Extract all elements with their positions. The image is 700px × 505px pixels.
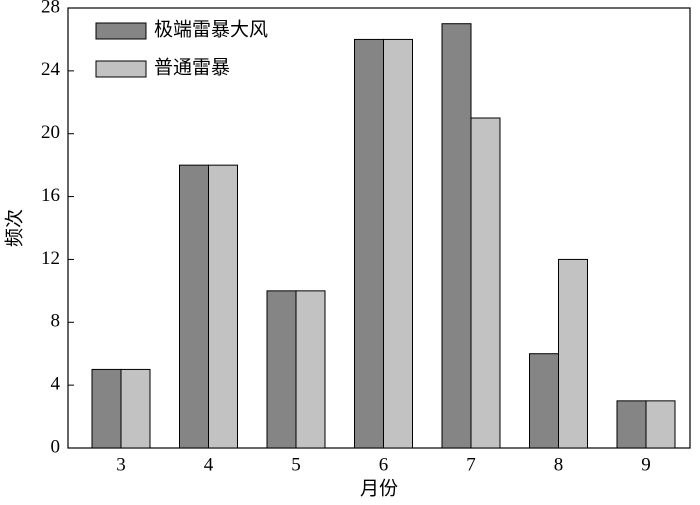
bar bbox=[645, 400, 676, 449]
y-tick-label: 4 bbox=[51, 374, 61, 395]
bar bbox=[266, 290, 297, 449]
x-tick-label: 4 bbox=[204, 454, 214, 475]
bar bbox=[179, 164, 209, 449]
y-tick-label: 12 bbox=[41, 248, 60, 269]
y-tick-label: 16 bbox=[41, 185, 60, 206]
x-tick-label: 3 bbox=[116, 454, 126, 475]
x-axis-label: 月份 bbox=[360, 477, 398, 499]
legend-swatch bbox=[95, 60, 147, 78]
bar bbox=[558, 258, 588, 449]
bar bbox=[354, 38, 384, 449]
y-axis-label: 频次 bbox=[3, 209, 25, 247]
bar bbox=[470, 117, 501, 449]
x-tick-label: 8 bbox=[554, 454, 564, 475]
legend-label: 极端雷暴大风 bbox=[154, 18, 268, 40]
y-tick-label: 20 bbox=[41, 122, 60, 143]
bar bbox=[616, 400, 647, 449]
x-tick-label: 6 bbox=[379, 454, 389, 475]
bar bbox=[383, 38, 413, 449]
y-tick-label: 0 bbox=[51, 436, 61, 457]
x-tick-label: 7 bbox=[466, 454, 476, 475]
bar bbox=[441, 23, 472, 449]
y-tick-label: 28 bbox=[41, 0, 60, 17]
bar bbox=[120, 368, 151, 449]
legend-swatch bbox=[95, 22, 147, 40]
legend-label: 普通雷暴 bbox=[154, 56, 230, 78]
bar bbox=[91, 368, 122, 449]
bar bbox=[529, 353, 559, 449]
x-tick-label: 9 bbox=[641, 454, 651, 475]
x-tick-label: 5 bbox=[291, 454, 301, 475]
bar bbox=[208, 164, 238, 449]
bar bbox=[295, 290, 326, 449]
y-tick-label: 8 bbox=[51, 311, 61, 332]
y-tick-label: 24 bbox=[41, 59, 61, 80]
